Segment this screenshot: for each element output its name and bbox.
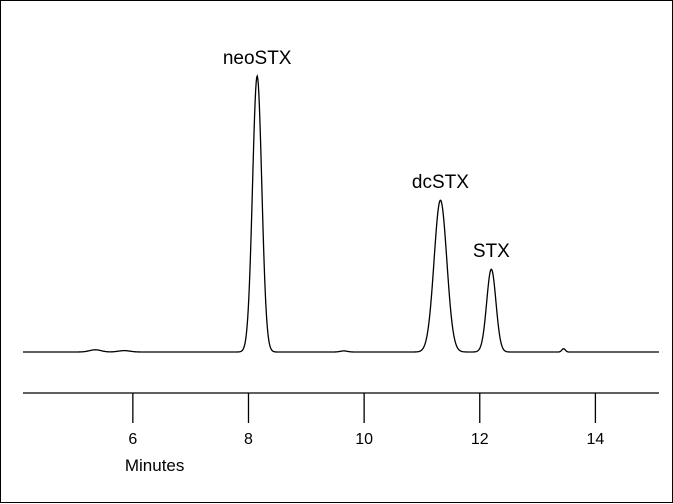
x-tick-label-14: 14 xyxy=(587,431,605,448)
x-tick-label-12: 12 xyxy=(471,431,489,448)
peak-label-neostx: neoSTX xyxy=(223,48,292,69)
peak-label-stx: STX xyxy=(473,241,510,262)
x-tick-label-8: 8 xyxy=(244,431,253,448)
peak-label-dcstx: dcSTX xyxy=(412,172,469,193)
x-tick-label-10: 10 xyxy=(355,431,373,448)
x-tick-label-6: 6 xyxy=(128,431,137,448)
peak-labels: neoSTX dcSTX STX xyxy=(223,48,510,262)
x-axis-ticks: 6 8 10 12 14 xyxy=(128,393,604,448)
chromatogram-trace xyxy=(23,74,659,353)
x-axis-label: Minutes xyxy=(125,456,185,475)
